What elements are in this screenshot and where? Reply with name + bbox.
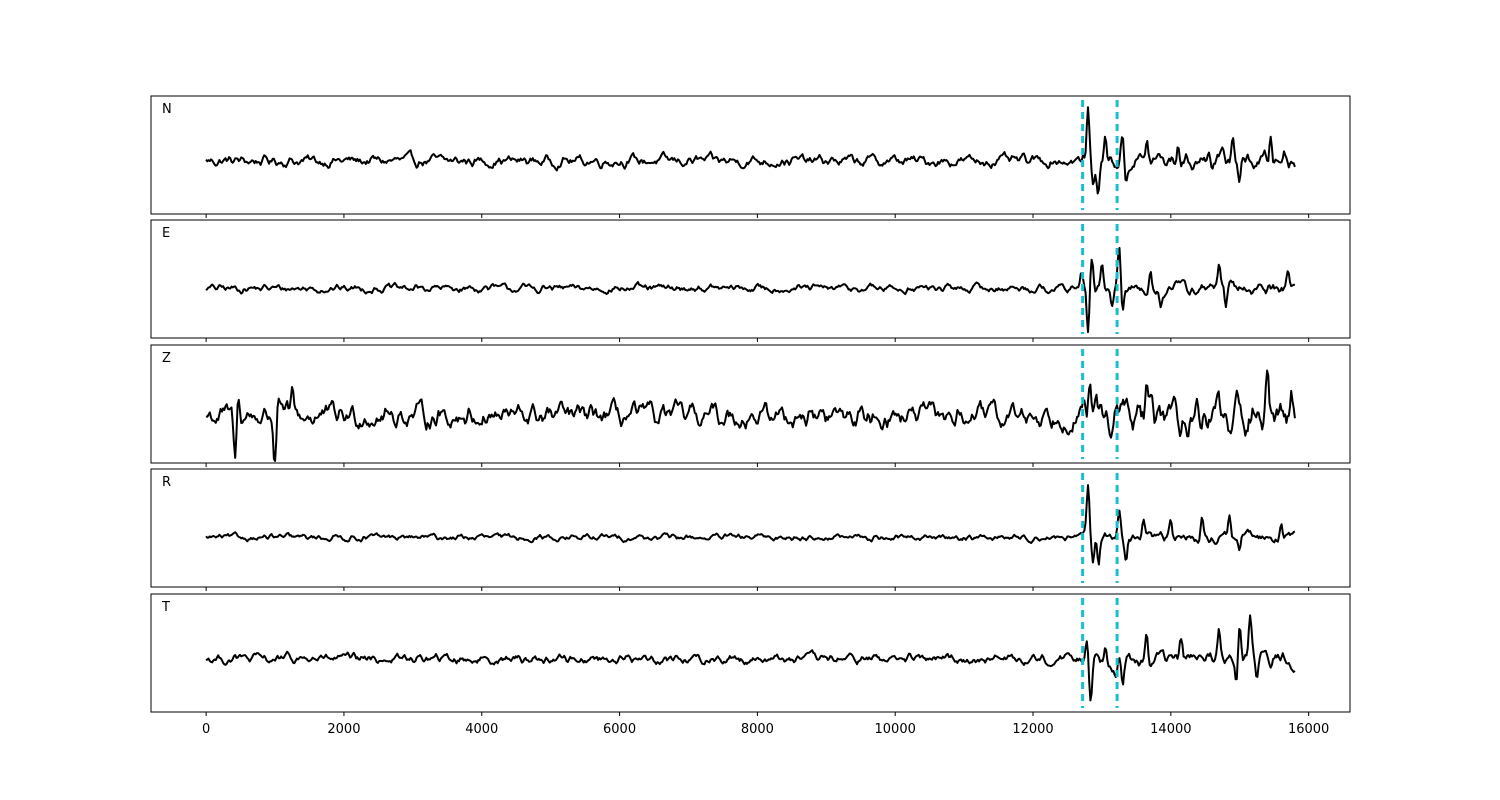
panel-z: Z	[150, 344, 1351, 467]
x-tick-label: 12000	[1012, 722, 1053, 737]
panel-frame	[150, 95, 1351, 215]
panel-t: T	[150, 593, 1351, 716]
panel-n: N	[150, 95, 1351, 218]
trace-e	[205, 247, 1296, 334]
panel-label: N	[162, 102, 172, 117]
x-tick-label: 0	[202, 722, 210, 737]
panel-e: E	[150, 219, 1351, 342]
panel-label: E	[162, 226, 170, 241]
panel-frame	[150, 219, 1351, 339]
panel-r: R	[150, 468, 1351, 591]
panel-label: R	[162, 475, 171, 490]
panel-frame	[150, 344, 1351, 464]
x-tick-label: 10000	[875, 722, 916, 737]
x-axis: 0 2000 4000 6000 8000 10000 12000 14000 16000	[202, 722, 1329, 737]
trace-t	[205, 614, 1296, 702]
x-tick-label: 16000	[1288, 722, 1329, 737]
x-tick-label: 2000	[327, 722, 360, 737]
panel-frame	[150, 593, 1351, 713]
trace-n	[205, 106, 1296, 195]
panel-label: Z	[162, 351, 171, 366]
panel-frame	[150, 468, 1351, 588]
x-tick-label: 8000	[741, 722, 774, 737]
x-tick-label: 14000	[1150, 722, 1191, 737]
trace-z	[205, 369, 1296, 462]
panel-label: T	[161, 600, 170, 615]
trace-r	[205, 484, 1296, 566]
x-tick-label: 4000	[465, 722, 498, 737]
x-tick-label: 6000	[603, 722, 636, 737]
trace-panels: N E Z R T	[150, 95, 1351, 716]
